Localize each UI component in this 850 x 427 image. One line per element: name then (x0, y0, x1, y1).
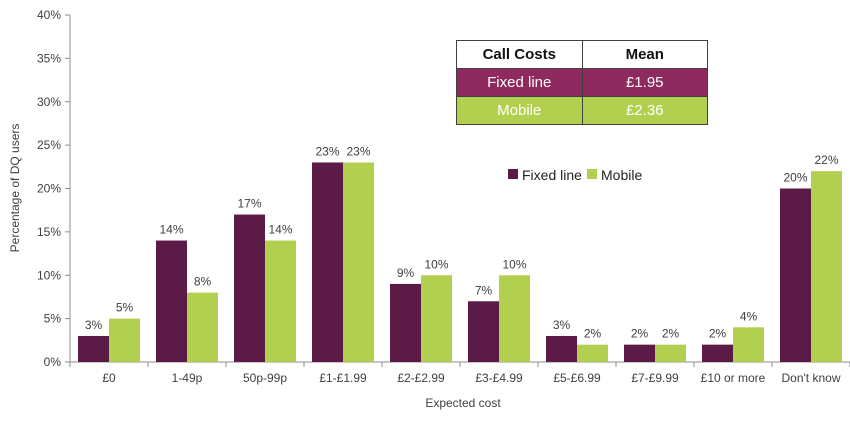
table-cell-value: £1.95 (581, 68, 708, 97)
data-label: 10% (502, 257, 526, 271)
data-label: 20% (783, 171, 807, 185)
data-label: 3% (85, 318, 103, 332)
data-label: 9% (397, 266, 415, 280)
bar-fixed-line (546, 335, 577, 362)
bar-mobile (733, 327, 764, 362)
bar-fixed-line (312, 162, 343, 362)
y-tick-label: 0% (44, 355, 62, 369)
bar-mobile (265, 240, 296, 362)
y-tick-label: 5% (44, 312, 62, 326)
bar-mobile (811, 171, 842, 362)
table-header-mean: Mean (581, 40, 708, 69)
bar-mobile (655, 344, 686, 362)
legend: Fixed line Mobile (508, 167, 642, 183)
table-header-row: Call Costs Mean (456, 40, 708, 69)
x-tick-label: £0 (102, 371, 116, 385)
table-cell-label: Mobile (456, 96, 583, 125)
x-tick-label: £1-£1.99 (319, 371, 367, 385)
bar-mobile (187, 292, 218, 362)
table-header-call-costs: Call Costs (456, 40, 583, 69)
data-label: 17% (237, 197, 261, 211)
bar-fixed-line (156, 240, 187, 362)
x-axis-title: Expected cost (425, 396, 501, 410)
bar-fixed-line (390, 283, 421, 362)
y-tick-label: 40% (37, 8, 61, 22)
legend-label-mobile: Mobile (601, 167, 642, 183)
data-label: 5% (116, 301, 134, 315)
y-tick-label: 20% (37, 182, 61, 196)
data-label: 10% (424, 257, 448, 271)
x-tick-label: Don't know (782, 371, 841, 385)
call-costs-table: Call Costs Mean Fixed line £1.95 Mobile … (456, 40, 708, 125)
data-label: 14% (159, 223, 183, 237)
x-tick-label: 50p-99p (243, 371, 287, 385)
bar-mobile (421, 275, 452, 362)
data-label: 2% (631, 327, 649, 341)
data-label: 2% (584, 327, 602, 341)
bar-fixed-line (468, 301, 499, 362)
bar-fixed-line (702, 344, 733, 362)
table-row-mobile: Mobile £2.36 (456, 96, 708, 125)
bar-mobile (499, 275, 530, 362)
table-cell-value: £2.36 (581, 96, 708, 125)
y-axis-title: Percentage of DQ users (8, 124, 22, 253)
y-tick-label: 10% (37, 268, 61, 282)
data-label: 14% (268, 223, 292, 237)
x-tick-label: £3-£4.99 (475, 371, 523, 385)
bars (78, 162, 842, 362)
data-label: 3% (553, 318, 571, 332)
y-tick-label: 30% (37, 95, 61, 109)
x-axis: £0 1-49p 50p-99p £1-£1.99 £2-£2.99 £3-£4.99 £5… (69, 361, 850, 385)
bar-mobile (577, 344, 608, 362)
data-label: 2% (662, 327, 680, 341)
data-label: 23% (315, 144, 339, 158)
y-tick-label: 25% (37, 138, 61, 152)
bar-fixed-line (234, 214, 265, 362)
data-labels: 3% 14% 17% 23% 9% 7% 3% 2% 2% 20% 5% 8% 14% 23% 10% 10%… (85, 144, 839, 340)
data-label: 22% (814, 153, 838, 167)
x-tick-label: £10 or more (701, 371, 766, 385)
table-cell-label: Fixed line (456, 68, 583, 97)
bar-fixed-line (624, 344, 655, 362)
bar-mobile (109, 318, 140, 362)
data-label: 2% (709, 327, 727, 341)
legend-swatch-mobile (587, 169, 597, 179)
legend-swatch-fixed-line (508, 169, 518, 179)
data-label: 7% (475, 283, 493, 297)
legend-label-fixed-line: Fixed line (522, 167, 582, 183)
x-tick-label: £7-£9.99 (631, 371, 679, 385)
x-tick-label: £2-£2.99 (397, 371, 445, 385)
data-label: 8% (194, 275, 212, 289)
y-axis: 0% 5% 10% 15% 20% 25% 30% 35% 40% (37, 8, 71, 369)
bar-fixed-line (780, 188, 811, 362)
data-label: 4% (740, 309, 758, 323)
table-row-fixed-line: Fixed line £1.95 (456, 68, 708, 97)
y-tick-label: 35% (37, 51, 61, 65)
x-tick-label: 1-49p (172, 371, 203, 385)
y-tick-label: 15% (37, 225, 61, 239)
bar-mobile (343, 162, 374, 362)
x-tick-label: £5-£6.99 (553, 371, 601, 385)
bar-fixed-line (78, 335, 109, 362)
data-label: 23% (346, 144, 370, 158)
